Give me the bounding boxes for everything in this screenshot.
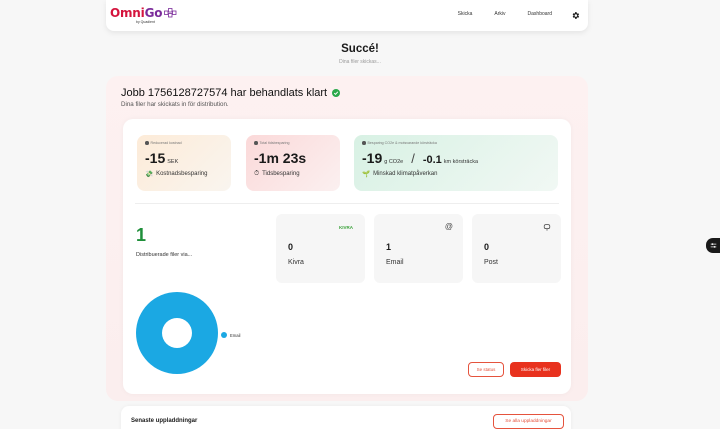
job-result-card: Jobb 1756128727574 har behandlats klart … — [106, 76, 588, 401]
post-count: 0 — [484, 242, 490, 252]
send-more-files-button[interactable]: Skicka fler filer — [510, 362, 561, 377]
page-subtitle: Dina filer skickas... — [339, 59, 381, 65]
co2-km-value: -0.1 — [422, 154, 442, 166]
leaf-icon: 🌱 — [362, 171, 371, 178]
time-label: Total tidsbesparing — [259, 141, 290, 145]
pie-slice-email — [136, 292, 218, 374]
top-navbar: OmniGo by Quadient Skicka Arkiv Dashboar… — [106, 0, 588, 31]
info-icon — [254, 141, 258, 145]
distributed-count: 1 — [136, 225, 147, 245]
logo-omni-text: Omni — [110, 6, 145, 20]
cost-value: -15 — [145, 150, 166, 166]
time-caption: Tidsbesparing — [262, 171, 300, 177]
time-savings-card: Total tidsbesparing -1m 23s ⏱ Tidsbespari… — [246, 135, 340, 191]
channel-kivra-card: KIVRA 0 Kivra — [276, 214, 365, 283]
stopwatch-icon: ⏱ — [254, 170, 260, 177]
nav-links: Skicka Arkiv Dashboard — [458, 11, 552, 17]
see-status-button[interactable]: Se status — [468, 362, 504, 377]
job-subtitle: Dina filer har skickats in för distribut… — [121, 101, 229, 108]
logo-cubes-icon — [164, 8, 177, 18]
check-circle-icon — [332, 89, 341, 97]
co2-savings-card: Besparing CO2e & motsvarande körsträcka … — [354, 135, 558, 191]
kivra-logo: KIVRA — [338, 225, 353, 230]
info-icon — [362, 141, 366, 145]
legend-label-email: Email — [230, 332, 241, 338]
info-icon — [145, 141, 149, 145]
donut-hole — [162, 318, 192, 348]
co2-label: Besparing CO2e & motsvarande körsträcka — [367, 141, 437, 145]
omnigo-logo[interactable]: OmniGo by Quadient — [110, 6, 177, 24]
job-title: Jobb 1756128727574 har behandlats klart — [121, 87, 341, 99]
nav-link-skicka[interactable]: Skicka — [457, 11, 473, 17]
separator: / — [411, 151, 415, 166]
recent-uploads-panel: Senaste uppladdningar Se alla uppladdnin… — [121, 406, 571, 429]
channel-post-card: 0 Post — [472, 214, 561, 283]
job-stats-panel: Reducerad kostnad -15 SEK 💸 Kostnadsbespar… — [123, 119, 571, 394]
email-label: Email — [386, 259, 404, 266]
co2-value: -19 — [362, 150, 383, 166]
logo-byline: by Quadient — [136, 20, 155, 24]
sliders-icon — [710, 243, 716, 248]
nav-link-arkiv[interactable]: Arkiv — [494, 11, 506, 17]
co2-caption: Minskad klimatpåverkan — [373, 171, 438, 177]
mailbox-icon — [543, 224, 551, 231]
time-value: -1m 23s — [254, 150, 307, 166]
cost-caption: Kostnadsbesparing — [156, 171, 208, 177]
channel-email-card: @ 1 Email — [374, 214, 463, 283]
recent-uploads-title: Senaste uppladdningar — [131, 418, 198, 424]
job-title-text: Jobb 1756128727574 har behandlats klart — [121, 87, 328, 99]
side-widget-toggle[interactable] — [706, 238, 720, 253]
co2-unit: g CO2e — [384, 159, 404, 165]
chart-legend: Email — [221, 332, 240, 338]
kivra-count: 0 — [288, 242, 294, 252]
distributed-label: Distribuerade filer via... — [136, 252, 193, 258]
gear-icon[interactable] — [571, 11, 580, 20]
page-title: Succé! — [341, 43, 379, 55]
nav-link-dashboard[interactable]: Dashboard — [527, 11, 552, 17]
money-icon: 💸 — [145, 171, 154, 178]
email-count: 1 — [386, 242, 392, 252]
cost-label: Reducerad kostnad — [150, 141, 182, 145]
cost-unit: SEK — [167, 159, 179, 165]
logo-go-text: Go — [144, 6, 163, 20]
divider — [135, 203, 559, 204]
see-all-uploads-button[interactable]: Se alla uppladdningar — [493, 414, 564, 429]
cost-savings-card: Reducerad kostnad -15 SEK 💸 Kostnadsbespar… — [137, 135, 231, 191]
co2-km-unit: km körsträcka — [443, 159, 479, 165]
legend-swatch-email — [221, 332, 227, 338]
at-icon: @ — [444, 222, 453, 231]
kivra-label: Kivra — [288, 259, 304, 266]
post-label: Post — [484, 259, 499, 266]
